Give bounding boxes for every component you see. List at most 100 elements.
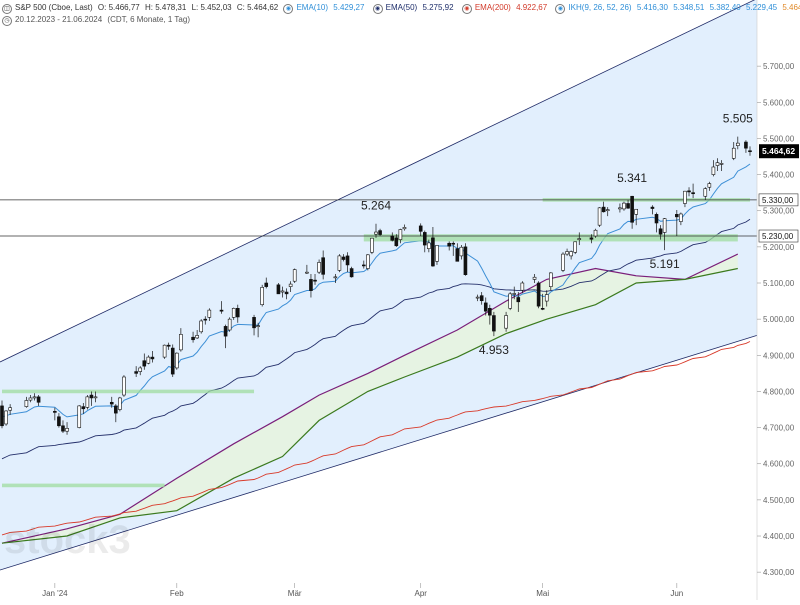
candle-up xyxy=(28,397,33,401)
price-axis-label: 4.800,00 xyxy=(763,387,795,396)
symbol-name[interactable]: S&P 500 (Cboe, Last) xyxy=(15,3,93,12)
candle-down xyxy=(309,279,313,291)
price-axis-bg xyxy=(757,0,800,600)
price-axis-label: 5.300,00 xyxy=(763,207,795,216)
candle-up xyxy=(597,207,602,226)
candle-up xyxy=(561,253,565,271)
candle-up xyxy=(333,276,338,279)
candle-down xyxy=(114,405,118,414)
chart-icon: ◫ xyxy=(2,4,12,14)
candle-up xyxy=(305,271,309,274)
candle-down xyxy=(170,347,175,375)
candle-up xyxy=(459,246,464,257)
candle-down xyxy=(166,344,171,347)
candle-down xyxy=(654,214,659,224)
price-annotation: 5.191 xyxy=(650,257,680,271)
chart-meta: (CDT, 6 Monate, 1 Tag) xyxy=(107,15,190,24)
ikh-label[interactable]: IKH(9, 26, 52, 26) xyxy=(568,3,632,12)
eye-icon[interactable]: ◉ xyxy=(461,4,472,14)
candle-down xyxy=(463,246,468,275)
time-axis-label: Feb xyxy=(170,589,184,598)
candle-down xyxy=(422,232,427,246)
time-axis-label: Mai xyxy=(536,589,549,598)
candle-up xyxy=(683,190,687,204)
candle-up xyxy=(195,335,199,339)
ema50-label[interactable]: EMA(50) xyxy=(385,3,418,12)
candle-up xyxy=(508,293,512,309)
price-annotation: 5.341 xyxy=(617,171,647,185)
ikh-value-4: 5.229,45 xyxy=(745,3,778,12)
price-annotation: 4.953 xyxy=(479,343,509,357)
candle-down xyxy=(134,371,138,374)
price-axis-label: 5.500,00 xyxy=(763,134,795,143)
candle-up xyxy=(162,344,167,358)
date-range[interactable]: 20.12.2023 - 21.06.2024 xyxy=(15,15,103,24)
candle-down xyxy=(36,396,41,403)
candle-up xyxy=(593,229,598,237)
ema10-label[interactable]: EMA(10) xyxy=(296,3,329,12)
candle-up xyxy=(65,428,69,432)
time-axis-label: Jan '24 xyxy=(42,589,68,598)
candle-down xyxy=(378,230,382,235)
ohlc-low: L: 5.452,03 xyxy=(191,3,232,12)
candle-down xyxy=(321,257,325,275)
candle-up xyxy=(179,334,183,351)
candle-down xyxy=(394,237,399,247)
candle-up xyxy=(504,315,508,329)
candle-down xyxy=(89,394,94,399)
candle-up xyxy=(24,400,29,407)
candle-down xyxy=(349,268,354,278)
candle-up xyxy=(565,251,569,255)
support-zone xyxy=(2,389,255,394)
candle-up xyxy=(199,320,203,333)
price-axis-label: 4.300,00 xyxy=(763,568,795,577)
candle-up xyxy=(569,251,573,257)
candle-up xyxy=(577,238,582,240)
candle-down xyxy=(630,195,634,223)
eye-icon[interactable]: ◉ xyxy=(283,4,294,14)
trend-channel-upper xyxy=(0,0,756,363)
candle-up xyxy=(118,397,122,410)
candle-up xyxy=(85,396,90,408)
candle-up xyxy=(231,308,236,318)
candle-up xyxy=(292,269,297,282)
range-header: ◷ 20.12.2023 - 21.06.2024 (CDT, 6 Monate,… xyxy=(2,15,193,26)
indicator-header: ◫ S&P 500 (Cboe, Last) O: 5.466,77 H: 5.4… xyxy=(2,3,800,14)
candle-down xyxy=(748,150,752,153)
candle-down xyxy=(691,192,695,195)
candle-down xyxy=(142,360,147,367)
candle-up xyxy=(366,254,370,269)
candle-up xyxy=(707,183,712,188)
time-axis-label: Apr xyxy=(414,589,427,598)
candle-up xyxy=(736,142,740,146)
candle-down xyxy=(658,228,663,235)
candle-down xyxy=(345,255,350,266)
candle-down xyxy=(219,309,224,312)
support-zone xyxy=(2,483,165,488)
candle-up xyxy=(719,163,724,165)
candle-down xyxy=(483,302,488,312)
candle-down xyxy=(455,248,460,262)
candle-up xyxy=(260,287,264,305)
price-axis-label: 4.500,00 xyxy=(763,496,795,505)
candle-down xyxy=(479,295,484,302)
candle-down xyxy=(451,242,456,245)
candle-down xyxy=(675,214,679,218)
trend-channel-fill xyxy=(0,0,757,570)
candle-up xyxy=(4,410,8,425)
candle-down xyxy=(540,308,545,310)
ema200-label[interactable]: EMA(200) xyxy=(474,3,511,12)
candle-up xyxy=(32,396,37,399)
candle-down xyxy=(109,401,114,405)
candle-up xyxy=(703,188,708,197)
ema50-value: 5.275,92 xyxy=(422,3,454,12)
candle-down xyxy=(447,242,451,247)
ichimoku-span-b-line xyxy=(1,267,738,544)
candle-down xyxy=(626,203,630,209)
eye-icon[interactable]: ◉ xyxy=(555,4,566,14)
eye-icon[interactable]: ◉ xyxy=(372,4,383,14)
price-axis-label: 4.400,00 xyxy=(763,532,795,541)
candle-up xyxy=(475,296,480,299)
candle-up xyxy=(634,208,638,215)
